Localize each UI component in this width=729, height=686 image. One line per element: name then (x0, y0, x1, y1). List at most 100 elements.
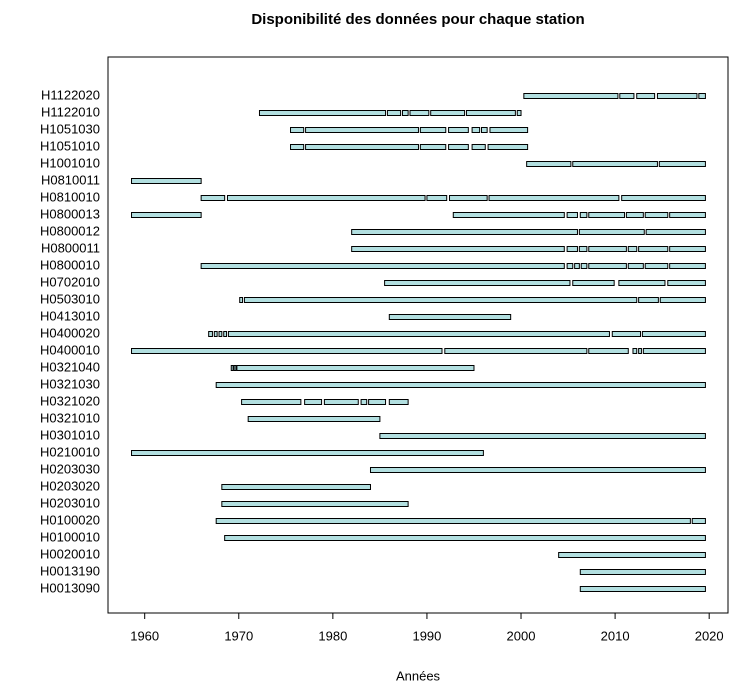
y-tick-label: H1122010 (41, 104, 100, 119)
y-tick-label: H0321030 (40, 376, 100, 391)
availability-segment (241, 399, 302, 405)
availability-segment (258, 110, 387, 116)
availability-segment (215, 382, 706, 388)
availability-segment (572, 161, 658, 167)
y-tick-label: H0301010 (40, 427, 100, 442)
availability-segment (304, 399, 323, 405)
availability-segment (351, 229, 578, 235)
y-tick-label: H0210010 (40, 444, 100, 459)
y-tick-label: H0800011 (41, 240, 100, 255)
availability-segment (638, 297, 659, 303)
availability-segment (305, 144, 419, 150)
availability-segment (618, 280, 666, 286)
availability-segment (239, 297, 244, 303)
availability-segment (386, 110, 402, 116)
availability-segment (200, 263, 565, 269)
availability-segment (236, 365, 475, 371)
y-tick-label: H1122020 (41, 87, 100, 102)
availability-segment (448, 127, 469, 133)
availability-segment (419, 127, 447, 133)
availability-segment (305, 127, 419, 133)
availability-segment (588, 212, 626, 218)
x-tick-label: 2020 (695, 628, 724, 643)
plot-frame (107, 56, 729, 614)
availability-segment (131, 348, 443, 354)
x-tick-label: 2010 (601, 628, 630, 643)
availability-segment (632, 348, 638, 354)
y-tick-label: H0503010 (40, 291, 100, 306)
availability-segment (642, 348, 706, 354)
availability-segment (645, 229, 706, 235)
availability-segment (669, 212, 706, 218)
availability-segment (369, 467, 706, 473)
availability-segment (247, 416, 381, 422)
availability-segment (487, 144, 529, 150)
availability-segment (481, 127, 488, 133)
availability-segment (566, 246, 578, 252)
availability-segment (233, 365, 237, 371)
y-tick-label: H0100020 (40, 512, 100, 527)
y-tick-label: H1001010 (40, 155, 100, 170)
availability-segment (444, 348, 588, 354)
availability-segment (579, 569, 706, 575)
availability-segment (221, 484, 371, 490)
y-tick-label: H0800013 (40, 206, 100, 221)
availability-segment (523, 93, 619, 99)
y-tick-label: H0203010 (40, 495, 100, 510)
availability-segment (566, 263, 574, 269)
availability-segment (449, 195, 488, 201)
availability-segment (200, 195, 226, 201)
availability-segment (636, 93, 656, 99)
y-tick-label: H0413010 (40, 308, 100, 323)
availability-segment (227, 331, 610, 337)
availability-segment (572, 280, 615, 286)
availability-segment (426, 195, 448, 201)
y-tick-label: H1051030 (40, 121, 100, 136)
chart-title: Disponibilité des données pour chaque st… (251, 11, 584, 28)
availability-segment (368, 399, 387, 405)
availability-segment (419, 144, 447, 150)
availability-segment (627, 246, 638, 252)
availability-segment (578, 246, 588, 252)
y-tick-label: H0020010 (40, 546, 100, 561)
availability-segment (526, 161, 572, 167)
y-tick-label: H0321020 (40, 393, 100, 408)
availability-segment (290, 127, 305, 133)
availability-segment (489, 127, 529, 133)
y-tick-label: H0702010 (40, 274, 100, 289)
availability-segment (625, 212, 644, 218)
availability-segment (516, 110, 522, 116)
y-tick-label: H0800012 (40, 223, 100, 238)
availability-segment (691, 518, 706, 524)
availability-segment (471, 127, 481, 133)
availability-segment (388, 399, 409, 405)
availability-segment (588, 246, 627, 252)
x-axis-label: Années (396, 668, 441, 683)
availability-segment (465, 110, 516, 116)
availability-segment (667, 280, 706, 286)
availability-segment (131, 178, 202, 184)
availability-segment (218, 331, 223, 337)
availability-segment (215, 518, 691, 524)
availability-segment (619, 93, 635, 99)
availability-segment (621, 195, 706, 201)
availability-segment (488, 195, 620, 201)
x-tick-label: 1980 (318, 628, 347, 643)
x-tick-label: 1970 (224, 628, 253, 643)
y-tick-label: H0400020 (40, 325, 100, 340)
availability-segment (658, 161, 706, 167)
availability-segment (669, 246, 706, 252)
availability-segment (566, 212, 578, 218)
availability-segment (579, 212, 588, 218)
availability-segment (208, 331, 213, 337)
y-tick-label: H0203030 (40, 461, 100, 476)
availability-segment (226, 195, 426, 201)
availability-segment (578, 229, 645, 235)
availability-segment (579, 586, 706, 592)
availability-segment (656, 93, 698, 99)
availability-segment (644, 212, 669, 218)
availability-segment (230, 365, 234, 371)
y-tick-label: H0321040 (40, 359, 100, 374)
availability-segment (360, 399, 368, 405)
y-tick-label: H0013190 (40, 563, 100, 578)
